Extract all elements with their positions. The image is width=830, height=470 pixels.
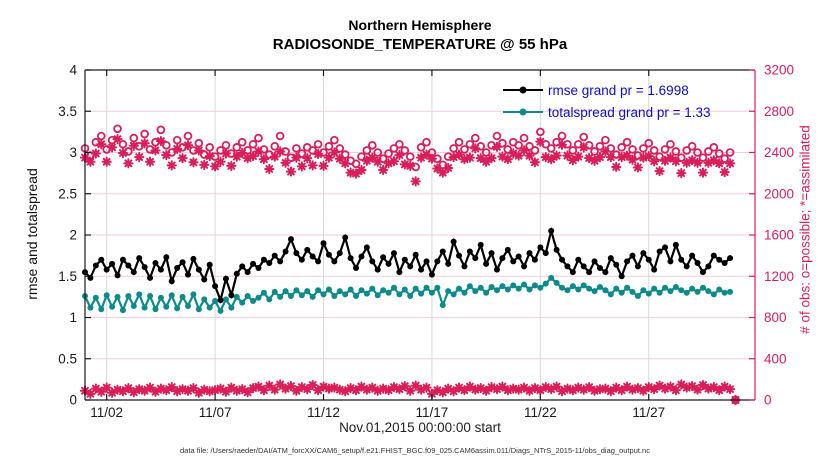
chart-title-line2: RADIOSONDE_TEMPERATURE @ 55 hPa: [272, 36, 568, 53]
y-left-tick-label: 0.5: [58, 351, 77, 366]
rmse-dot-marker-icon: [519, 86, 527, 94]
y-left-tick-label: 2.5: [58, 186, 77, 201]
legend-label-totalspread: totalspread grand pr = 1.33: [548, 104, 711, 120]
y-left-tick-label: 3.5: [58, 104, 77, 119]
grid-layer: [85, 70, 755, 400]
chart-title: Northern Hemisphere RADIOSONDE_TEMPERATU…: [85, 16, 755, 55]
y-axis-label-right: # of obs: o=possible; *=assimilated: [797, 125, 813, 334]
y-left-tick-label: 2: [69, 228, 77, 243]
y-axis-label-left: rmse and totalspread: [24, 168, 40, 300]
series-rmse: [82, 226, 734, 304]
y-left-tick-label: 0: [69, 393, 77, 408]
legend-row-totalspread: totalspread grand pr = 1.33: [503, 101, 711, 123]
y-right-tick-label: 2000: [764, 186, 794, 201]
data-file-path: data file: /Users/raeder/DAI/ATM_forcXX/…: [180, 446, 650, 455]
tick-layer: 11/02 11/07 11/12 11/17 11/22 11/27 0 0.5 1 1.5 2 2…: [58, 63, 794, 421]
y-right-tick-label: 800: [764, 310, 787, 325]
chart-title-line1: Northern Hemisphere: [348, 17, 492, 33]
rmse-line-swatch-icon: [503, 86, 543, 94]
x-tick-label: 11/17: [416, 405, 449, 420]
y-right-tick-label: 2400: [764, 145, 794, 160]
y-right-tick-label: 2800: [764, 104, 794, 119]
x-tick-label: 11/22: [524, 405, 557, 420]
y-left-tick-label: 3: [69, 145, 77, 160]
x-tick-label: 11/12: [307, 405, 340, 420]
y-right-tick-label: 400: [764, 351, 787, 366]
series-totalspread: [82, 274, 734, 314]
y-right-tick-label: 1600: [764, 228, 794, 243]
x-axis-label: Nov.01,2015 00:00:00 start: [339, 420, 501, 435]
y-right-tick-label: 3200: [764, 63, 794, 78]
x-tick-label: 11/02: [90, 405, 123, 420]
x-tick-label: 11/07: [199, 405, 232, 420]
y-left-tick-label: 1: [69, 310, 77, 325]
series-obs_possible_minus_assimilated: [79, 379, 741, 406]
y-left-tick-label: 1.5: [58, 269, 77, 284]
y-right-tick-label: 0: [764, 393, 772, 408]
totalspread-dot-marker-icon: [519, 108, 527, 116]
legend-row-rmse: rmse grand pr = 1.6998: [503, 79, 711, 101]
totalspread-line-swatch-icon: [503, 108, 543, 116]
legend-label-rmse: rmse grand pr = 1.6998: [548, 82, 689, 98]
x-tick-label: 11/27: [632, 405, 665, 420]
legend: rmse grand pr = 1.6998 totalspread grand…: [503, 79, 711, 123]
y-right-tick-label: 1200: [764, 269, 794, 284]
y-left-tick-label: 4: [69, 63, 77, 78]
